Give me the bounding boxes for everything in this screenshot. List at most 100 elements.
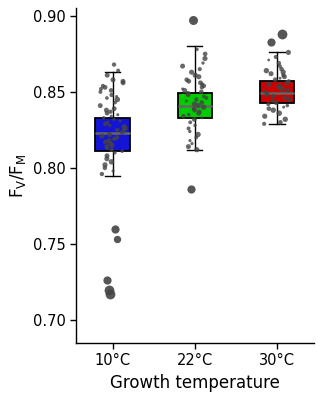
Point <box>262 89 268 95</box>
Point <box>108 291 113 297</box>
Point <box>277 83 282 89</box>
Point <box>114 134 119 141</box>
Point <box>282 74 287 80</box>
Point <box>282 95 287 101</box>
Point <box>193 122 198 128</box>
Point <box>115 96 120 103</box>
Point <box>198 80 203 86</box>
Point <box>107 137 112 144</box>
Bar <box>177 94 212 118</box>
Point <box>278 119 283 126</box>
Point <box>287 96 292 103</box>
Point <box>104 144 109 150</box>
X-axis label: Growth temperature: Growth temperature <box>110 374 280 392</box>
Point <box>279 31 284 37</box>
Point <box>182 87 187 94</box>
Point <box>112 150 118 156</box>
Point <box>266 101 271 107</box>
Point <box>109 146 114 153</box>
Point <box>107 131 112 138</box>
Point <box>277 63 282 69</box>
Point <box>111 61 117 68</box>
Point <box>273 54 279 60</box>
Point <box>109 142 114 148</box>
Point <box>119 148 125 154</box>
Point <box>121 124 127 130</box>
Point <box>195 102 201 109</box>
Point <box>109 159 114 165</box>
Point <box>273 76 278 83</box>
Point <box>280 69 286 75</box>
Point <box>112 226 117 232</box>
Point <box>285 102 290 109</box>
Point <box>115 112 120 118</box>
Point <box>120 78 126 84</box>
Point <box>184 98 189 104</box>
Point <box>274 99 279 106</box>
Point <box>121 128 126 135</box>
Point <box>187 128 192 135</box>
Point <box>265 90 270 97</box>
Point <box>196 74 202 80</box>
Point <box>186 92 191 98</box>
Point <box>269 70 274 77</box>
Point <box>194 134 199 141</box>
Point <box>192 101 197 107</box>
Point <box>271 107 276 113</box>
Point <box>104 107 109 113</box>
Point <box>204 95 209 101</box>
Point <box>266 81 271 88</box>
Point <box>269 38 274 45</box>
Point <box>191 106 196 112</box>
Point <box>112 106 117 112</box>
Point <box>188 186 193 192</box>
Point <box>286 49 291 56</box>
Point <box>201 83 206 89</box>
Point <box>102 165 108 171</box>
Point <box>111 116 117 122</box>
Point <box>199 99 204 106</box>
Point <box>114 236 119 242</box>
Point <box>194 96 199 103</box>
Point <box>189 140 194 147</box>
Point <box>105 145 110 151</box>
Point <box>193 72 198 78</box>
Point <box>197 108 202 115</box>
Point <box>114 93 119 100</box>
Point <box>108 108 113 115</box>
Point <box>199 89 204 95</box>
Point <box>264 68 269 74</box>
Point <box>192 107 197 113</box>
Point <box>194 46 200 52</box>
Point <box>180 86 185 92</box>
Point <box>276 84 281 90</box>
Point <box>283 116 288 122</box>
Point <box>186 144 191 150</box>
Point <box>105 72 110 78</box>
Point <box>102 84 108 90</box>
Point <box>285 80 290 86</box>
Point <box>279 86 285 92</box>
Point <box>104 156 109 162</box>
Point <box>281 72 286 78</box>
Point <box>261 121 267 127</box>
Point <box>109 87 114 94</box>
Point <box>110 76 116 83</box>
Point <box>104 95 109 101</box>
Point <box>107 286 112 293</box>
Point <box>109 113 114 120</box>
Point <box>102 162 108 168</box>
Y-axis label: F$_\mathregular{V}$/F$_\mathregular{M}$: F$_\mathregular{V}$/F$_\mathregular{M}$ <box>8 153 28 198</box>
Bar <box>96 118 130 151</box>
Point <box>266 57 271 63</box>
Point <box>185 90 191 97</box>
Point <box>199 84 204 90</box>
Point <box>199 114 204 121</box>
Point <box>270 93 276 100</box>
Point <box>99 133 105 139</box>
Point <box>200 81 205 88</box>
Point <box>264 92 269 98</box>
Point <box>186 78 191 84</box>
Point <box>110 168 116 174</box>
Point <box>100 83 106 89</box>
